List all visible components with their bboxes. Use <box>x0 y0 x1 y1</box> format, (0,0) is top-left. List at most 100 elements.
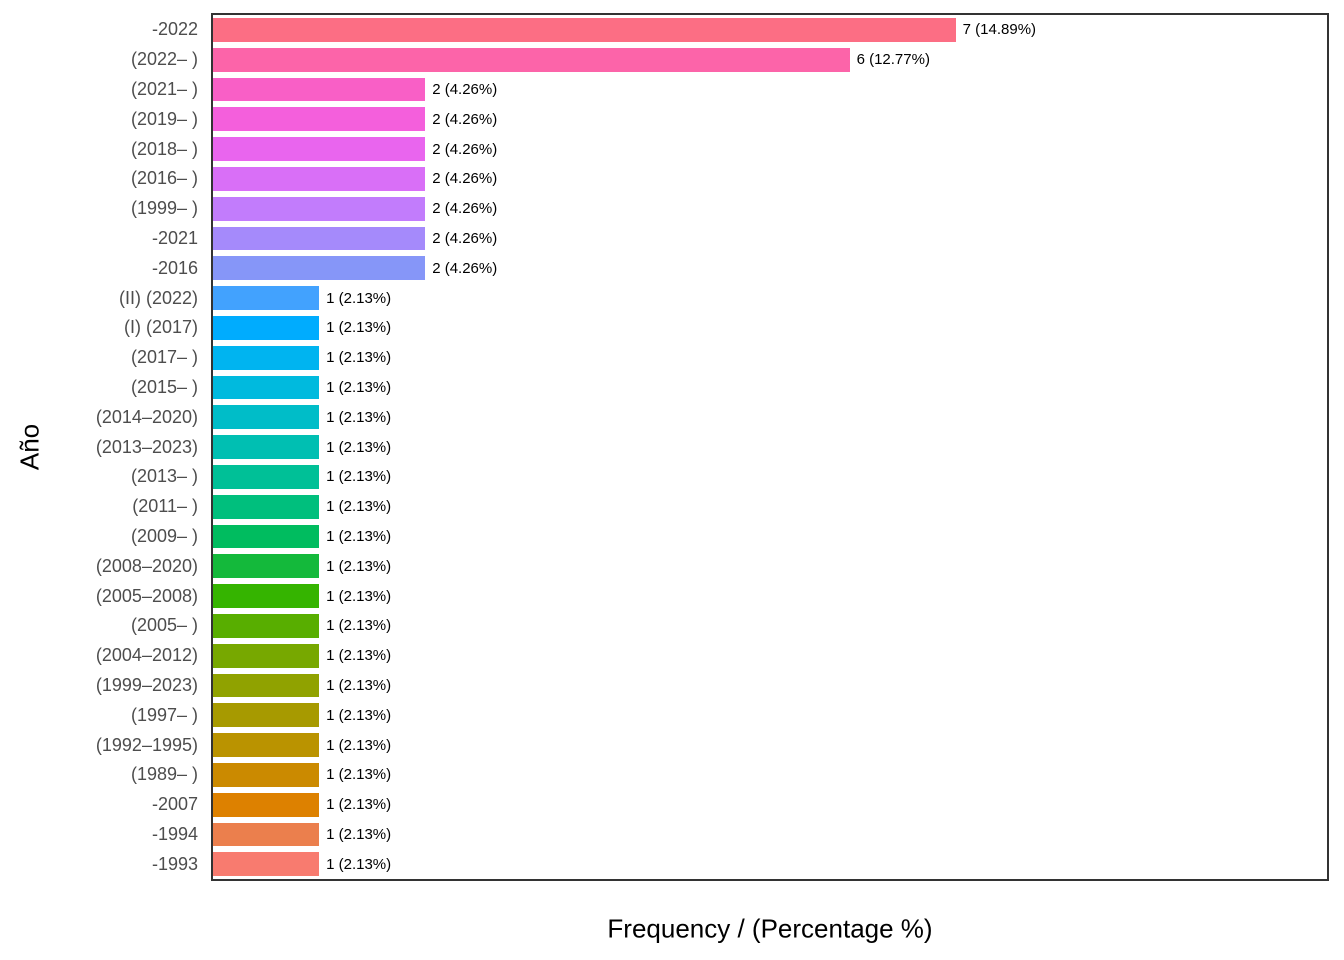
bar <box>213 822 320 847</box>
bar-row: 1 (2.13%) <box>213 790 1327 820</box>
bar-value-label: 1 (2.13%) <box>326 796 392 814</box>
y-tick-label: (2022– ) <box>130 49 198 70</box>
bar-row: 1 (2.13%) <box>213 313 1327 343</box>
bar <box>213 47 850 72</box>
bar-value-label: 1 (2.13%) <box>326 349 392 367</box>
bar-value-label: 1 (2.13%) <box>326 408 392 426</box>
bar <box>213 77 426 102</box>
bar-value-label: 7 (14.89%) <box>962 21 1037 39</box>
y-axis-title: Año <box>14 423 45 471</box>
bar-row: 1 (2.13%) <box>213 522 1327 552</box>
y-tick-label: (1999–2023) <box>95 674 198 695</box>
bar-row: 2 (4.26%) <box>213 75 1327 105</box>
bar <box>213 524 320 549</box>
bar-value-label: 2 (4.26%) <box>432 170 498 188</box>
bar-value-label: 1 (2.13%) <box>326 289 392 307</box>
bar-row: 1 (2.13%) <box>213 730 1327 760</box>
bar <box>213 584 320 608</box>
bar <box>213 643 320 668</box>
bar <box>213 852 320 877</box>
bar-value-label: 1 (2.13%) <box>326 855 392 873</box>
bar-row: 2 (4.26%) <box>213 104 1327 134</box>
y-tick-label: (2005–2008) <box>95 585 198 606</box>
y-tick-label: (II) (2022) <box>118 287 198 308</box>
y-tick-label: -2021 <box>151 227 198 248</box>
bar-row: 7 (14.89%) <box>213 15 1327 45</box>
bar-row: 1 (2.13%) <box>213 462 1327 492</box>
bar-value-label: 1 (2.13%) <box>326 587 392 605</box>
bar <box>213 464 320 489</box>
y-tick-label: -2016 <box>151 257 198 278</box>
bar-value-label: 1 (2.13%) <box>326 766 392 784</box>
bar <box>213 107 426 132</box>
bar-value-label: 1 (2.13%) <box>326 527 392 545</box>
bar <box>213 494 320 519</box>
bar <box>213 613 320 638</box>
bar-row: 1 (2.13%) <box>213 849 1327 879</box>
y-tick-label: (I) (2017) <box>123 317 198 338</box>
bar <box>213 226 426 251</box>
bar-row: 2 (4.26%) <box>213 164 1327 194</box>
bar <box>213 375 320 400</box>
bar <box>213 435 320 459</box>
y-tick-label: (1989– ) <box>130 764 198 785</box>
bar <box>213 166 426 191</box>
y-tick-label: (2015– ) <box>130 376 198 397</box>
bar-row: 2 (4.26%) <box>213 253 1327 283</box>
bar-row: 1 (2.13%) <box>213 611 1327 641</box>
bar-value-label: 1 (2.13%) <box>326 617 392 635</box>
bar <box>213 405 320 430</box>
bar <box>213 137 426 161</box>
bar-value-label: 6 (12.77%) <box>856 51 930 69</box>
bar <box>213 792 320 817</box>
y-tick-label: -2007 <box>151 794 198 815</box>
y-tick-label: (2018– ) <box>130 138 198 159</box>
bar-row: 1 (2.13%) <box>213 820 1327 850</box>
y-tick-label: (2021– ) <box>130 78 198 99</box>
bar <box>213 703 320 728</box>
bar-row: 1 (2.13%) <box>213 700 1327 730</box>
bar-value-label: 1 (2.13%) <box>326 557 392 575</box>
bar <box>213 256 426 281</box>
y-tick-label: (1992–1995) <box>95 734 198 755</box>
bar-value-label: 1 (2.13%) <box>326 438 392 456</box>
y-tick-label: (2013–2023) <box>95 436 198 457</box>
bar-value-label: 1 (2.13%) <box>326 319 392 337</box>
y-tick-label: (2005– ) <box>130 615 198 636</box>
plot-panel: 7 (14.89%) 6 (12.77%) 2 (4.26%) 2 (4.26%) 2 … <box>211 13 1329 881</box>
bar-row: 1 (2.13%) <box>213 432 1327 462</box>
x-axis-title: Frequency / (Percentage %) <box>607 913 933 944</box>
bar-value-label: 1 (2.13%) <box>326 736 392 754</box>
bar <box>213 315 320 340</box>
bar <box>213 17 956 42</box>
bar-row: 1 (2.13%) <box>213 492 1327 522</box>
y-tick-label: (2004–2012) <box>95 645 198 666</box>
y-tick-label: (2014–2020) <box>95 406 198 427</box>
bar-value-label: 1 (2.13%) <box>326 706 392 724</box>
y-tick-label: (2016– ) <box>130 168 198 189</box>
y-tick-label: (1997– ) <box>130 704 198 725</box>
y-tick-label: (2013– ) <box>130 466 198 487</box>
y-tick-label: (2019– ) <box>130 108 198 129</box>
bar-value-label: 2 (4.26%) <box>432 200 498 218</box>
bar-row: 2 (4.26%) <box>213 224 1327 254</box>
bar <box>213 286 320 310</box>
y-tick-label: (1999– ) <box>130 198 198 219</box>
y-axis-labels: -2022 (2022– ) (2021– ) (2019– ) (2018– ) (20… <box>0 15 205 879</box>
bar-row: 1 (2.13%) <box>213 641 1327 671</box>
bar <box>213 762 320 787</box>
bar-row: 1 (2.13%) <box>213 402 1327 432</box>
bar-value-label: 1 (2.13%) <box>326 647 392 665</box>
bar-row: 1 (2.13%) <box>213 581 1327 611</box>
y-tick-label: -2022 <box>151 19 198 40</box>
bar-value-label: 1 (2.13%) <box>326 676 392 694</box>
bar-row: 6 (12.77%) <box>213 45 1327 75</box>
bar <box>213 733 320 757</box>
bar-value-label: 1 (2.13%) <box>326 498 392 516</box>
bar-row: 1 (2.13%) <box>213 760 1327 790</box>
bar <box>213 554 320 579</box>
bar <box>213 196 426 221</box>
bar-row: 1 (2.13%) <box>213 343 1327 373</box>
bar <box>213 345 320 370</box>
